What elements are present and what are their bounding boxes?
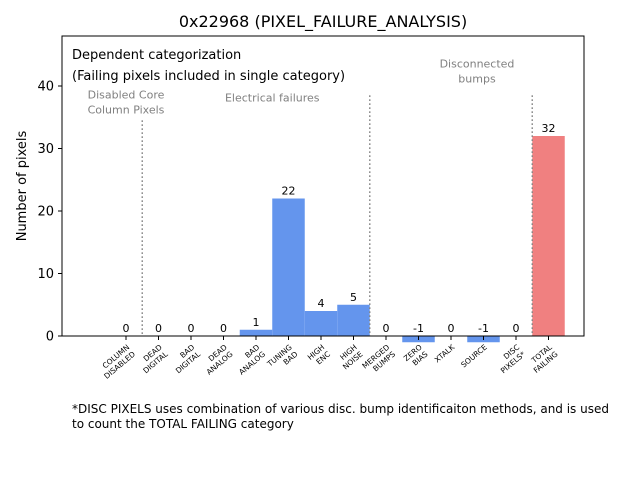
y-tick-label: 10 xyxy=(37,267,54,282)
x-tick-label-line: SOURCE xyxy=(459,342,489,369)
bar xyxy=(272,198,305,336)
x-tick-label: DISCPIXELS* xyxy=(493,342,527,375)
bar xyxy=(239,329,273,336)
bar xyxy=(532,136,565,336)
bar-value-label: 0 xyxy=(188,322,195,335)
bar xyxy=(304,311,338,336)
bar-value-label: 0 xyxy=(123,322,130,335)
y-tick-label: 40 xyxy=(37,80,54,95)
group-label: Disabled Core Column Pixels xyxy=(88,89,165,117)
bar-value-label: 5 xyxy=(350,291,357,304)
y-tick-label: 0 xyxy=(46,330,54,345)
bar-value-label: 0 xyxy=(448,322,455,335)
annotations-layer: Disabled Core Column Pixels Electrical fai… xyxy=(72,48,533,336)
bar-value-label: 0 xyxy=(513,322,520,335)
x-tick-label: TOTALFAILING xyxy=(526,342,560,375)
group-label-line: Disconnected xyxy=(440,57,515,70)
bar-value-label: 0 xyxy=(383,322,390,335)
x-tick-label: BADDIGITAL xyxy=(168,342,203,375)
plot-frame xyxy=(61,35,585,337)
bar-value-label: 0 xyxy=(155,322,162,335)
x-tick-label: BADANALOG xyxy=(231,343,267,377)
footnote: *DISC PIXELS uses combination of various… xyxy=(72,402,609,431)
x-tick-label: DEADDIGITAL xyxy=(136,342,171,375)
x-tick-label-line: XTALK xyxy=(433,342,457,365)
x-tick-label: HIGHENC xyxy=(306,343,332,369)
bar-value-label: 4 xyxy=(318,297,325,310)
legend-note: Dependent categorization xyxy=(72,48,241,63)
bar-value-label: 22 xyxy=(282,185,296,198)
bar-value-label: 0 xyxy=(220,322,227,335)
group-label-line: Electrical failures xyxy=(225,92,320,105)
x-tick-label: DEADANALOG xyxy=(199,342,235,376)
bar-value-label: -1 xyxy=(413,322,424,335)
y-tick-label: 30 xyxy=(37,142,54,157)
bar-chart: 0x22968 (PIXEL_FAILURE_ANALYSIS) Number … xyxy=(15,12,585,381)
x-tick-label: HIGHNOISE xyxy=(335,342,365,371)
bar-value-label: 1 xyxy=(253,316,260,329)
group-label: Disconnected bumps xyxy=(440,57,515,85)
group-label: Electrical failures xyxy=(225,92,320,105)
bar xyxy=(337,304,370,336)
x-tick-label: MERGEDBUMPS xyxy=(360,342,397,377)
y-tick-label: 20 xyxy=(37,205,54,220)
group-label-line: bumps xyxy=(458,72,496,85)
group-label-line: Disabled Core xyxy=(88,89,165,102)
bar-value-label: -1 xyxy=(478,322,489,335)
x-tick-label: XTALK xyxy=(433,342,457,365)
x-tick-label: TUNINGBAD xyxy=(265,343,300,376)
y-axis-label: Number of pixels xyxy=(15,130,30,241)
bars-layer: 0 0 0 0 1 22 4 5 0 -1 0 -1 0 32 xyxy=(123,122,565,343)
chart-title: 0x22968 (PIXEL_FAILURE_ANALYSIS) xyxy=(179,12,467,32)
bar-value-label: 32 xyxy=(542,122,556,135)
x-tick-label: ZEROBIAS xyxy=(402,342,430,369)
legend-note: (Failing pixels included in single categ… xyxy=(72,69,345,84)
x-tick-label: COLUMNDISABLED xyxy=(96,342,137,380)
x-tick-label: SOURCE xyxy=(459,342,489,369)
group-label-line: Column Pixels xyxy=(88,104,165,117)
